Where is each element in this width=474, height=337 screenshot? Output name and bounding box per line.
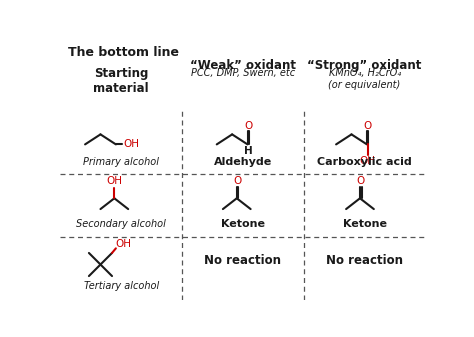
Text: Carboxylic acid: Carboxylic acid (317, 157, 412, 167)
Text: O: O (233, 176, 242, 186)
Text: Starting
material: Starting material (93, 67, 149, 95)
Text: O: O (244, 121, 253, 131)
Text: Secondary alcohol: Secondary alcohol (76, 219, 166, 229)
Text: OH: OH (123, 140, 139, 149)
Text: OH: OH (116, 239, 132, 249)
Text: Aldehyde: Aldehyde (214, 157, 272, 167)
Text: Ketone: Ketone (221, 219, 265, 229)
Text: Ketone: Ketone (343, 219, 387, 229)
Text: OH: OH (360, 156, 376, 166)
Text: OH: OH (106, 176, 122, 186)
Text: O: O (364, 121, 372, 131)
Text: Primary alcohol: Primary alcohol (83, 157, 159, 167)
Text: The bottom line: The bottom line (68, 46, 179, 59)
Text: “Weak” oxidant: “Weak” oxidant (190, 59, 296, 72)
Text: No reaction: No reaction (204, 254, 282, 267)
Text: “Strong” oxidant: “Strong” oxidant (308, 59, 422, 72)
Text: KMnO₄, H₂CrO₄
(or equivalent): KMnO₄, H₂CrO₄ (or equivalent) (328, 68, 401, 90)
Text: No reaction: No reaction (326, 254, 403, 267)
Text: H: H (244, 146, 253, 156)
Text: PCC, DMP, Swern, etc: PCC, DMP, Swern, etc (191, 68, 295, 78)
Text: Tertiary alcohol: Tertiary alcohol (83, 281, 159, 291)
Text: O: O (356, 176, 365, 186)
